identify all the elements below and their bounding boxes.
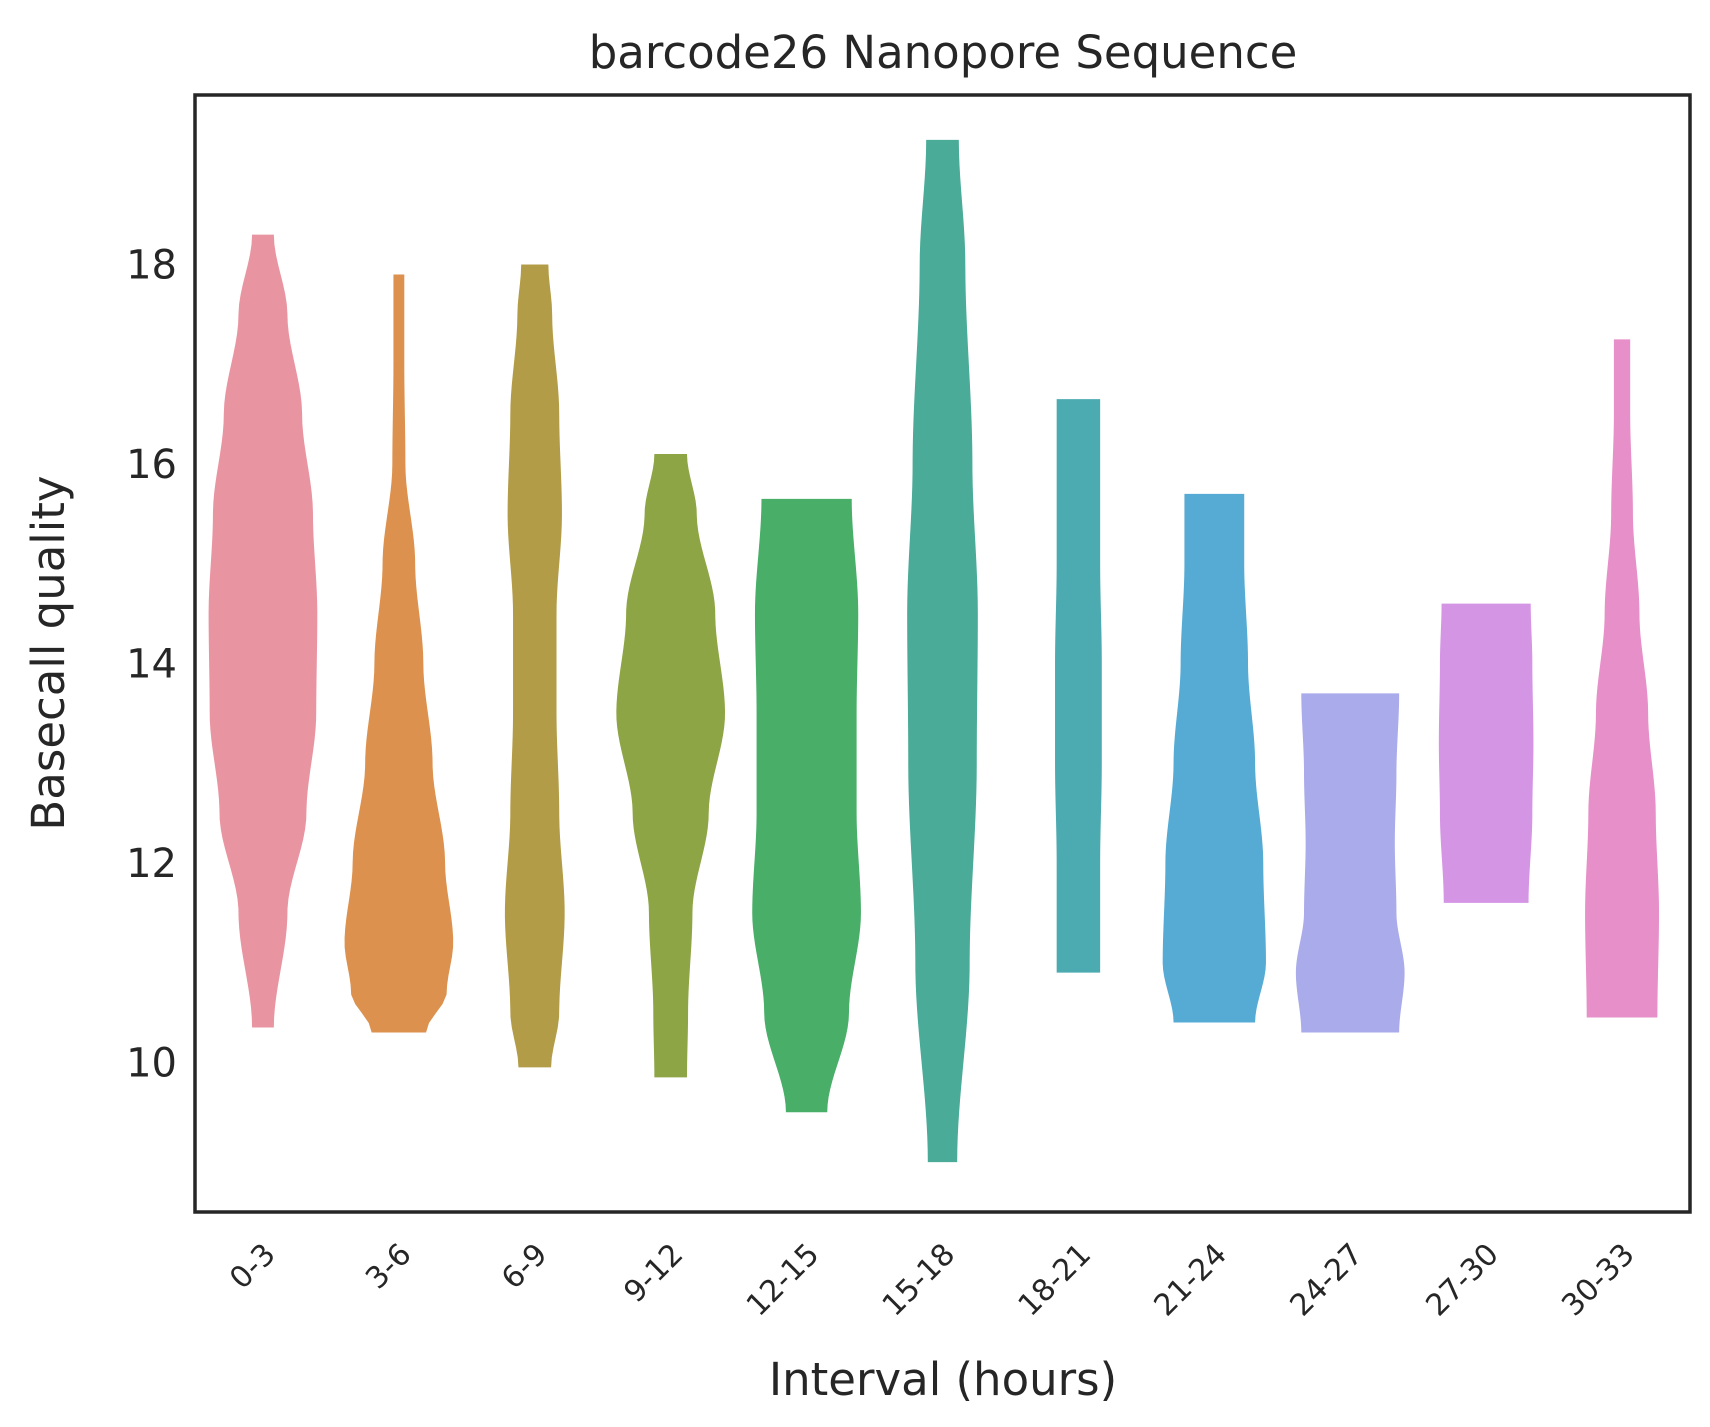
violin-30-33 xyxy=(1585,339,1660,1018)
x-tick-label: 30-33 xyxy=(1555,1237,1641,1323)
x-axis-label: Interval (hours) xyxy=(769,1353,1117,1406)
x-tick-label: 0-3 xyxy=(223,1237,282,1296)
violin-6-9 xyxy=(504,264,565,1068)
y-axis-label: Basecall quality xyxy=(22,475,75,830)
plot-frame xyxy=(193,93,1692,1214)
violins xyxy=(208,139,1660,1163)
x-tick-label: 3-6 xyxy=(359,1237,418,1296)
violin-27-30 xyxy=(1438,603,1534,903)
y-tick-label: 14 xyxy=(126,641,177,687)
violin-9-12 xyxy=(616,454,726,1078)
x-tick-label: 18-21 xyxy=(1012,1237,1098,1323)
violin-18-21 xyxy=(1055,399,1102,973)
violin-15-18 xyxy=(907,139,978,1163)
y-tick-label: 16 xyxy=(126,442,177,488)
y-tick-label: 18 xyxy=(126,243,177,289)
x-tick-label: 15-18 xyxy=(876,1237,962,1323)
violin-21-24 xyxy=(1162,493,1266,1023)
chart-title: barcode26 Nanopore Sequence xyxy=(589,26,1298,79)
violin-0-3 xyxy=(208,234,318,1028)
violin-3-6 xyxy=(344,274,454,1033)
x-tick-label: 6-9 xyxy=(495,1237,554,1296)
x-tick-label: 21-24 xyxy=(1148,1237,1234,1323)
y-tick-label: 10 xyxy=(126,1040,177,1086)
x-tick-label: 24-27 xyxy=(1283,1237,1369,1323)
y-tick-label: 12 xyxy=(126,841,177,887)
violin-24-27 xyxy=(1295,693,1405,1033)
x-tick-label: 9-12 xyxy=(617,1237,690,1310)
y-tick-labels: 10 12 14 16 18 xyxy=(126,243,177,1087)
violin-12-15 xyxy=(752,498,861,1113)
x-tick-labels: 0-3 3-6 6-9 9-12 12-15 15-18 18-21 21-24 24-27 27… xyxy=(223,1237,1641,1323)
x-tick-label: 12-15 xyxy=(740,1237,826,1323)
x-tick-label: 27-30 xyxy=(1419,1237,1505,1323)
